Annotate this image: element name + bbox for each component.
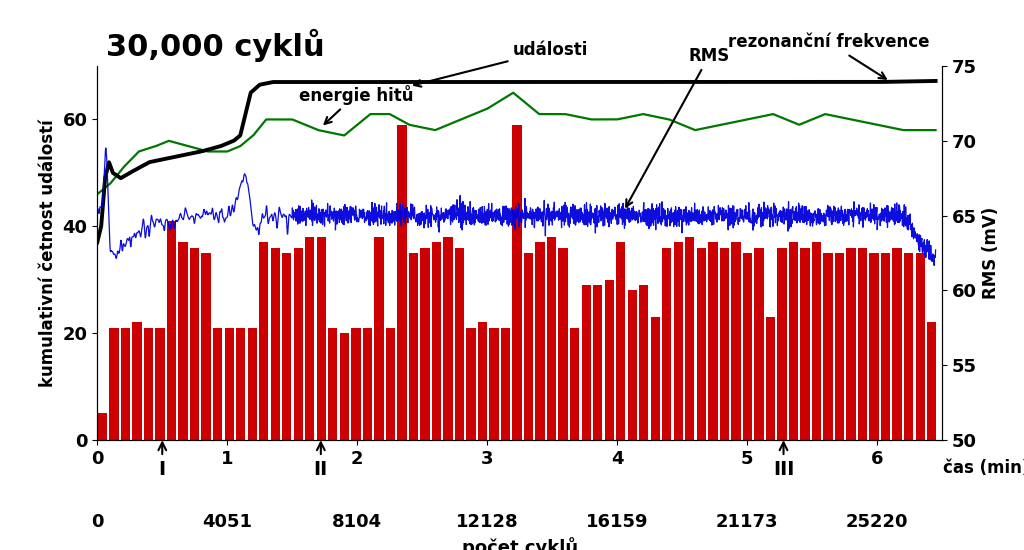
Bar xyxy=(282,253,292,440)
Text: rezonanční frekvence: rezonanční frekvence xyxy=(728,34,929,79)
Bar xyxy=(270,248,280,440)
Bar xyxy=(869,253,879,440)
Bar xyxy=(236,328,246,440)
Bar xyxy=(259,243,268,440)
Bar xyxy=(674,243,683,440)
Bar xyxy=(501,328,510,440)
Bar xyxy=(835,253,844,440)
Bar xyxy=(512,125,522,440)
Bar xyxy=(593,285,602,440)
Bar xyxy=(190,248,200,440)
Text: energie hitů: energie hitů xyxy=(299,85,414,124)
Bar xyxy=(709,243,718,440)
Bar xyxy=(616,243,626,440)
Bar xyxy=(432,243,441,440)
Bar xyxy=(766,317,775,440)
Bar xyxy=(893,248,902,440)
Bar xyxy=(248,328,257,440)
Bar xyxy=(812,243,821,440)
Bar xyxy=(362,328,372,440)
Bar xyxy=(213,328,222,440)
Y-axis label: RMS (mV): RMS (mV) xyxy=(982,207,1000,299)
Text: II: II xyxy=(313,442,328,478)
Bar xyxy=(386,328,395,440)
Bar xyxy=(547,237,556,440)
Bar xyxy=(582,285,591,440)
Bar xyxy=(696,248,706,440)
Bar xyxy=(478,322,487,440)
Bar xyxy=(663,248,672,440)
Bar xyxy=(927,322,936,440)
Bar xyxy=(167,221,176,440)
Bar xyxy=(777,248,786,440)
Bar xyxy=(132,322,141,440)
Bar xyxy=(294,248,303,440)
Bar xyxy=(650,317,659,440)
Bar xyxy=(443,237,453,440)
Bar xyxy=(202,253,211,440)
Bar xyxy=(604,280,613,440)
Bar xyxy=(420,248,430,440)
Bar xyxy=(328,328,338,440)
Bar xyxy=(121,328,130,440)
Bar xyxy=(558,248,567,440)
Text: III: III xyxy=(773,442,795,478)
Text: I: I xyxy=(159,442,166,478)
Bar xyxy=(742,253,752,440)
Bar xyxy=(351,328,360,440)
Bar xyxy=(731,243,740,440)
Bar xyxy=(156,328,165,440)
Bar xyxy=(755,248,764,440)
Bar xyxy=(570,328,580,440)
Text: čas (min): čas (min) xyxy=(943,459,1024,477)
Bar xyxy=(904,253,913,440)
Bar xyxy=(524,253,534,440)
Bar xyxy=(628,290,637,440)
Bar xyxy=(316,237,326,440)
Bar xyxy=(397,125,407,440)
Bar xyxy=(409,253,418,440)
Bar xyxy=(788,243,798,440)
Bar xyxy=(847,248,856,440)
Bar xyxy=(144,328,154,440)
X-axis label: počet cyklů: počet cyklů xyxy=(462,537,578,550)
Bar xyxy=(823,253,833,440)
Bar xyxy=(466,328,476,440)
Bar xyxy=(305,237,314,440)
Bar xyxy=(374,237,384,440)
Bar xyxy=(720,248,729,440)
Bar xyxy=(536,243,545,440)
Bar xyxy=(881,253,890,440)
Bar xyxy=(224,328,233,440)
Bar xyxy=(858,248,867,440)
Bar xyxy=(110,328,119,440)
Bar xyxy=(455,248,464,440)
Bar xyxy=(639,285,648,440)
Text: události: události xyxy=(414,41,589,87)
Bar xyxy=(340,333,349,440)
Bar xyxy=(801,248,810,440)
Bar xyxy=(915,253,925,440)
Y-axis label: kumulativní četnost událostí: kumulativní četnost událostí xyxy=(39,119,57,387)
Bar xyxy=(178,243,187,440)
Bar xyxy=(489,328,499,440)
Text: 30,000 cyklů: 30,000 cyklů xyxy=(105,29,325,62)
Bar xyxy=(685,237,694,440)
Bar xyxy=(98,413,108,440)
Text: RMS: RMS xyxy=(626,47,730,207)
